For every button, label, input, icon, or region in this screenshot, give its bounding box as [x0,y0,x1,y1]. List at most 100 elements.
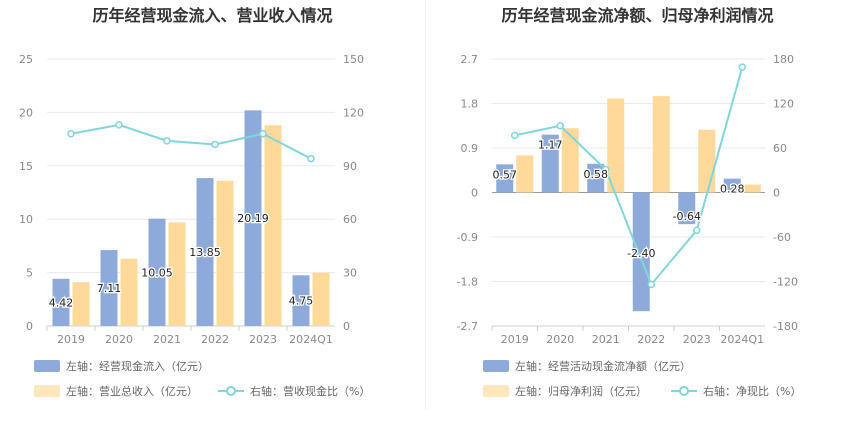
right-axis-tick-label: -60 [773,231,791,244]
data-label: -0.64 [673,210,701,223]
chart-title: 历年经营现金流净额、归母净利润情况 [501,6,774,25]
legend-item-line[interactable]: 右轴：营收现金比（%） [218,383,370,399]
left-axis-tick-label: 5 [26,267,33,280]
legend-swatch-orange [483,385,509,397]
right-axis-tick-label: -120 [773,276,798,289]
legend-swatch-blue [34,360,60,372]
x-axis-tick-label: 2021 [592,333,620,346]
legend-label: 左轴：营业总收入（亿元） [66,385,198,398]
legend-swatch-blue [483,360,509,372]
x-axis-tick-label: 2022 [637,333,665,346]
legend-item-bar-1[interactable]: 左轴：经营现金流入（亿元） [34,358,209,374]
x-axis-tick-label: 2022 [201,333,229,346]
line-point [738,63,746,71]
x-axis-tick-label: 2023 [249,333,277,346]
bar-series-1 [148,218,166,326]
chart-svg-right: -2.7 -1.8 -0.9 0 0.9 1.8 2.7 -180 -120 -60 0 60 120 1… [457,53,798,346]
legend-label: 左轴：归母净利润（亿元） [515,385,647,398]
legend-item-line[interactable]: 右轴：净现比（%） [671,383,801,399]
left-axis-tick-label: 20 [19,106,33,119]
bar-series-1 [587,163,605,193]
legend-label: 左轴：经营现金流入（亿元） [66,360,209,373]
bar-series-1 [292,275,310,326]
bar-series-1 [196,178,214,326]
left-axis-tick-label: -0.9 [457,231,478,244]
data-label: 4.75 [289,295,314,308]
data-label: 1.17 [538,139,563,152]
bar-series-2 [168,222,186,326]
legend-label: 左轴：经营活动现金流净额（亿元） [515,360,691,373]
chart-panel-right: 历年经营现金流净额、归母净利润情况 -2.7 -1.8 -0.9 0 0.9 1.8 2.7… [425,0,850,437]
line-series [514,66,744,287]
right-axis-tick-label: 180 [773,53,794,66]
bar-series-1 [678,192,696,225]
bar-series-2 [516,155,534,193]
bar-series-2 [216,180,234,326]
right-axis-tick-label: 0 [343,320,350,333]
line-point [511,131,519,140]
panel-divider [425,0,426,410]
right-axis-tick-label: 60 [773,142,787,155]
line-point [67,130,75,138]
bar-series-1 [52,278,70,326]
data-label: 13.85 [189,246,221,259]
bar-series-2 [312,272,330,326]
chart-title: 历年经营现金流入、营业收入情况 [92,6,333,25]
x-axis-tick-label: 2024Q1 [720,333,764,346]
left-axis-tick-label: 10 [19,213,33,226]
x-axis-tick-label: 2020 [105,333,133,346]
right-axis-tick-label: 60 [343,213,357,226]
data-label: 7.11 [97,282,122,295]
bar-series-2 [264,125,282,326]
legend-item-bar-1[interactable]: 左轴：经营活动现金流净额（亿元） [483,358,691,374]
line-point [556,122,564,130]
line-point [211,140,219,149]
left-axis-tick-label: 1.8 [461,98,479,111]
line-point [259,130,267,138]
line-point [307,154,315,163]
data-label: -2.40 [627,247,655,260]
bar-series-1 [632,192,650,312]
line-point [647,280,655,289]
right-axis-tick-label: 150 [343,53,364,66]
right-axis-tick-label: 120 [343,106,364,119]
x-axis-tick-label: 2019 [57,333,85,346]
data-label: 0.57 [493,168,518,181]
left-axis-tick-label: -2.7 [457,320,478,333]
left-axis-tick-label: 15 [19,160,33,173]
bar-series-2 [652,96,670,193]
bar-series-2 [607,98,625,193]
bar-series-1 [723,178,741,193]
data-label: 4.42 [49,296,74,309]
x-axis-tick-label: 2020 [546,333,574,346]
left-axis-tick-label: 25 [19,53,33,66]
legend-label: 右轴：净现比（%） [703,385,802,398]
data-label: 10.05 [141,266,173,279]
x-axis-tick-label: 2021 [153,333,181,346]
legend-line-marker [218,385,244,397]
data-label: 0.28 [720,183,745,196]
x-axis-tick-label: 2024Q1 [289,333,333,346]
left-axis-tick-label: 0 [471,187,478,200]
legend-item-bar-2[interactable]: 左轴：归母净利润（亿元） [483,383,647,399]
bar-series-2 [698,129,716,193]
right-axis-tick-label: 0 [773,187,780,200]
left-axis-tick-label: -1.8 [457,276,478,289]
legend-line-marker [671,385,697,397]
right-axis-tick-label: 120 [773,98,794,111]
legend-item-bar-2[interactable]: 左轴：营业总收入（亿元） [34,383,198,399]
x-axis-tick-label: 2023 [683,333,711,346]
bar-series-2 [561,128,579,193]
bar-series-2 [743,184,761,193]
right-axis-tick-label: -180 [773,320,798,333]
left-axis-tick-label: 0.9 [461,142,479,155]
line-point [115,121,123,129]
x-axis-tick-label: 2019 [501,333,529,346]
legend-label: 右轴：营收现金比（%） [250,385,371,398]
right-axis-tick-label: 90 [343,160,357,173]
bar-series-2 [72,282,90,326]
line-series [70,123,312,160]
data-label: 0.58 [584,168,609,181]
legend-swatch-orange [34,385,60,397]
bar-series-1 [541,134,559,193]
